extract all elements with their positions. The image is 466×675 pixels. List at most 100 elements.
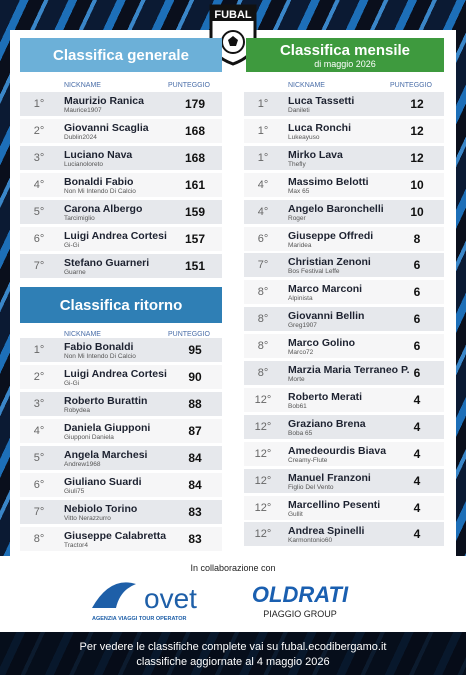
player-name: Roberto Merati xyxy=(288,390,363,403)
table-row: 8° Marco Golino Marco72 6 xyxy=(244,334,444,359)
column-header: NICKNAME xyxy=(64,82,101,89)
nickname: Figlio Del Vento xyxy=(288,483,334,491)
points: 6 xyxy=(413,339,421,354)
player-name: Giuliano Suardi xyxy=(64,476,142,488)
points: 10 xyxy=(410,204,424,219)
table-row: 3° Luciano Nava Lucianoloreto 168 xyxy=(20,146,222,170)
points: 6 xyxy=(413,258,421,273)
footer: Per vedere le classifiche complete vai s… xyxy=(0,632,466,675)
player-name: Daniela Giupponi xyxy=(64,422,151,434)
nickname: Max 65 xyxy=(288,187,310,195)
rank: 3° xyxy=(33,152,45,164)
nickname: Boba 65 xyxy=(288,429,313,437)
nickname: Dublin2024 xyxy=(64,134,97,141)
partners-label: In collaborazione con xyxy=(190,563,276,573)
table-row: 4° Angelo Baronchelli Roger 10 xyxy=(244,199,444,224)
points: 151 xyxy=(184,259,206,273)
player-name: Carona Albergo xyxy=(64,203,143,215)
player-name: Graziano Brena xyxy=(288,417,366,430)
mensile-title: Classifica mensile xyxy=(279,41,411,59)
player-name: Giuseppe Calabretta xyxy=(64,530,167,542)
table-row: 7° Christian Zenoni Bos Festival Leffe 6 xyxy=(244,253,444,278)
table-row: 5° Carona Albergo Tarcimiglio 159 xyxy=(20,200,222,224)
rank: 8° xyxy=(257,340,269,353)
player-name: Bonaldi Fabio xyxy=(64,176,134,188)
footer-line: classifiche aggiornate al 4 maggio 2026 xyxy=(136,656,330,668)
table-row: 1° Fabio Bonaldi Non Mi Intendo Di Calcio 9… xyxy=(20,338,222,362)
table-row: 3° Roberto Burattin Robydea 88 xyxy=(20,392,222,416)
points: 4 xyxy=(413,446,421,461)
rank: 12° xyxy=(254,501,272,514)
table-row: 12° Graziano Brena Boba 65 4 xyxy=(244,414,444,439)
ovet-swoosh xyxy=(92,582,136,608)
rank: 2° xyxy=(33,125,45,137)
rank: 8° xyxy=(33,533,45,545)
oldrati-tagline: PIAGGIO GROUP xyxy=(263,609,337,619)
rank: 8° xyxy=(257,367,269,379)
nickname: Greg1907 xyxy=(288,322,317,330)
rank: 8° xyxy=(257,313,269,326)
rank: 3° xyxy=(33,398,45,410)
rank: 6° xyxy=(33,479,45,491)
nickname: Danileti xyxy=(288,107,310,114)
nickname: Tarcimiglio xyxy=(64,215,95,222)
player-name: Christian Zenoni xyxy=(288,256,371,269)
oldrati-text: OLDRATI xyxy=(252,582,349,607)
points: 161 xyxy=(184,178,206,192)
ritorno-header: Classifica ritorno xyxy=(20,287,222,323)
player-name: Luca Ronchi xyxy=(288,121,352,134)
points: 83 xyxy=(188,532,202,546)
player-name: Giuseppe Offredi xyxy=(288,229,374,242)
player-name: Angela Marchesi xyxy=(64,449,148,461)
points: 4 xyxy=(413,500,421,515)
mensile-subtitle: di maggio 2026 xyxy=(314,58,376,69)
table-row: 1° Maurizio Ranica Maurice1907 179 xyxy=(20,92,222,116)
player-name: Marcellino Pesenti xyxy=(288,498,381,511)
player-name: Andrea Spinelli xyxy=(288,525,365,538)
player-name: Marco Golino xyxy=(288,337,356,350)
player-name: Fabio Bonaldi xyxy=(64,341,134,353)
points: 95 xyxy=(188,343,202,357)
points: 88 xyxy=(188,397,202,411)
oldrati-logo: OLDRATI PIAGGIO GROUP xyxy=(252,582,349,619)
rank: 7° xyxy=(33,506,45,518)
table-row: 7° Nebiolo Torino Vitto Nerazzurro 83 xyxy=(20,500,222,524)
column-header: PUNTEGGIO xyxy=(168,331,211,338)
generale-title: Classifica generale xyxy=(53,46,189,64)
points: 4 xyxy=(413,473,421,488)
points: 6 xyxy=(413,285,421,300)
nickname: Non Mi Intendo Di Calcio xyxy=(64,353,136,360)
rank: 7° xyxy=(33,260,45,272)
rank: 5° xyxy=(33,206,45,218)
rank: 4° xyxy=(33,179,45,191)
rank: 4° xyxy=(33,425,45,437)
logo-ball-patch xyxy=(228,36,238,46)
player-name: Luigi Andrea Cortesi xyxy=(64,230,167,242)
rank: 7° xyxy=(257,259,269,272)
points: 84 xyxy=(188,451,202,465)
nickname: Bob61 xyxy=(288,402,307,410)
player-name: Maurizio Ranica xyxy=(64,95,144,107)
rank: 6° xyxy=(33,233,45,245)
player-name: Marzia Maria Terraneo P. xyxy=(288,364,410,376)
player-name: Angelo Baronchelli xyxy=(288,202,384,215)
ovet-text: ovet xyxy=(144,583,197,614)
table-row: 2° Giovanni Scaglia Dublin2024 168 xyxy=(20,119,222,143)
rank: 1° xyxy=(33,98,45,110)
table-row: 12° Marcellino Pesenti Gullit 4 xyxy=(244,495,444,520)
player-name: Roberto Burattin xyxy=(64,395,148,407)
partners-area xyxy=(0,556,466,632)
table-row: 4° Daniela Giupponi Giupponi Daniela 87 xyxy=(20,419,222,443)
nickname: Creamy-Flute xyxy=(288,456,328,464)
points: 10 xyxy=(410,177,424,192)
footer-line: Per vedere le classifiche complete vai s… xyxy=(79,641,387,653)
column-header: PUNTEGGIO xyxy=(168,82,211,89)
rank: 2° xyxy=(33,371,45,383)
rank: 12° xyxy=(254,528,272,541)
table-row: 8° Marzia Maria Terraneo P. Morte 6 xyxy=(244,361,444,385)
points: 90 xyxy=(188,370,202,384)
ovet-tagline: AGENZIA VIAGGI TOUR OPERATOR xyxy=(92,616,187,622)
rank: 12° xyxy=(254,393,272,406)
rank: 1° xyxy=(257,124,269,137)
rank: 6° xyxy=(257,232,269,245)
